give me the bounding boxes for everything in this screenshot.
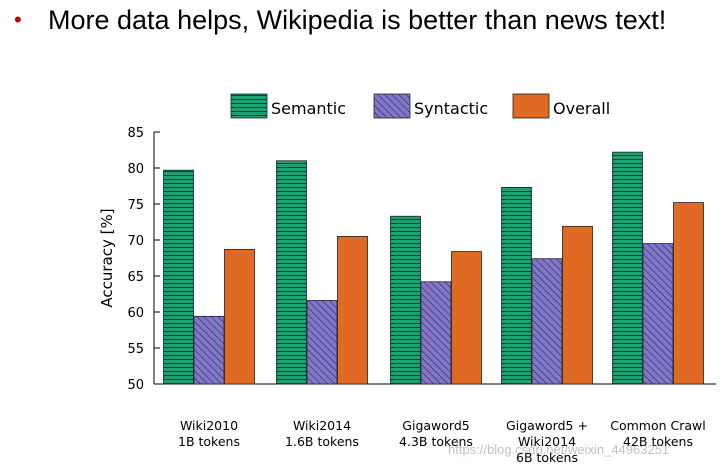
bar-syntactic xyxy=(531,258,563,385)
legend-syntactic-swatch xyxy=(373,93,411,119)
bar-semantic xyxy=(163,169,194,385)
x-category-label: Wiki2014 xyxy=(518,434,576,449)
x-category-label: 1B tokens xyxy=(178,434,240,449)
y-tick-label: 85 xyxy=(127,126,144,141)
bar-semantic xyxy=(276,160,307,385)
bar-overall xyxy=(451,251,482,385)
x-category-label: 6B tokens xyxy=(516,450,578,465)
bar-overall xyxy=(562,225,593,385)
bar-overall xyxy=(673,202,704,385)
y-axis-label: Accuracy [%] xyxy=(98,208,116,307)
headline-text: More data helps, Wikipedia is better tha… xyxy=(48,4,667,35)
legend-overall-swatch xyxy=(512,93,550,119)
y-tick-label: 60 xyxy=(127,306,144,321)
watermark: https://blog.csdn.net/weixin_44963251 xyxy=(448,442,670,457)
bar-overall xyxy=(224,248,255,385)
headline: • More data helps, Wikipedia is better t… xyxy=(14,2,666,38)
y-tick-label: 65 xyxy=(127,270,144,285)
legend-semantic-label: Semantic xyxy=(271,99,346,118)
bullet-icon: • xyxy=(14,7,22,32)
bar-semantic xyxy=(501,187,532,385)
y-tick-label: 70 xyxy=(127,234,144,249)
x-category-label: 42B tokens xyxy=(623,434,693,449)
x-category-label: Gigaword5 xyxy=(402,418,469,433)
bar-semantic xyxy=(390,215,421,385)
y-tick-label: 50 xyxy=(127,378,144,393)
x-category-label: Wiki2014 xyxy=(293,418,351,433)
legend-overall-label: Overall xyxy=(553,99,610,118)
bar-syntactic xyxy=(642,243,674,385)
bar-syntactic xyxy=(420,281,452,385)
y-tick-label: 75 xyxy=(127,198,144,213)
bar-syntactic xyxy=(193,315,225,385)
legend-syntactic-label: Syntactic xyxy=(414,99,488,118)
x-category-label: Gigaword5 + xyxy=(506,418,588,433)
x-category-label: 1.6B tokens xyxy=(285,434,359,449)
x-category-label: 4.3B tokens xyxy=(399,434,473,449)
x-category-label: Wiki2010 xyxy=(180,418,238,433)
y-tick-label: 55 xyxy=(127,342,144,357)
bar-syntactic xyxy=(306,300,338,385)
y-tick-label: 80 xyxy=(127,162,144,177)
bar-overall xyxy=(337,235,368,385)
x-category-label: Common Crawl xyxy=(610,418,706,433)
bar-semantic xyxy=(612,151,643,385)
legend-semantic-swatch xyxy=(230,93,268,119)
